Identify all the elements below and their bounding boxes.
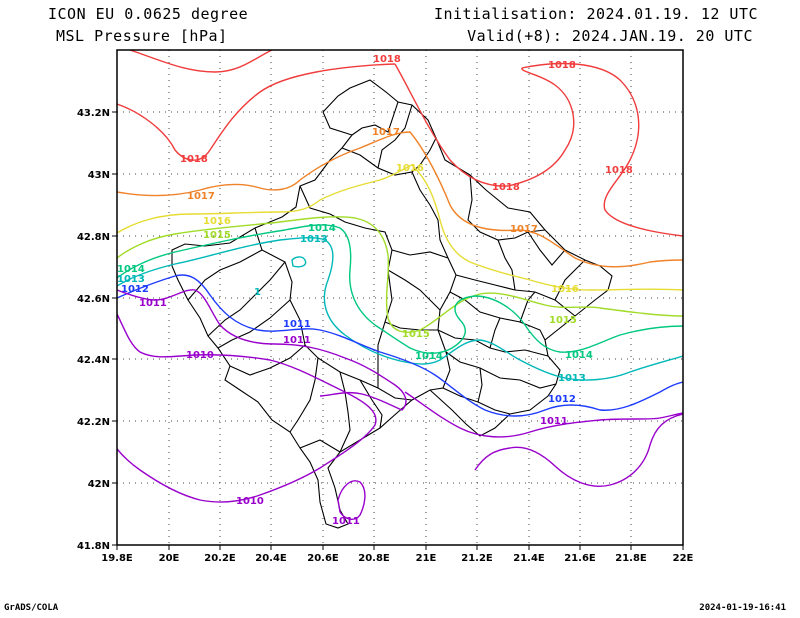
y-tick-label: 42.2N [77,417,110,428]
y-tick-label: 41.8N [77,541,110,552]
footer-timestamp: 2024-01-19-16:41 [699,603,786,613]
y-tick-label: 43.2N [77,108,110,119]
label-1015: 1015 [203,230,231,241]
x-tick-label: 20.8E [358,553,390,564]
contour-labels: 1018 1018 1018 1018 1018 1017 1017 1017 … [117,54,633,527]
label-1013: 1013 [117,274,145,285]
label-1015: 1015 [402,329,430,340]
y-tick-label: 42.4N [77,355,110,366]
isobar-1012 [117,274,683,417]
x-tick-label: 19.8E [101,553,133,564]
label-1011: 1011 [283,319,311,330]
outer-border [171,79,613,529]
field-title: MSL Pressure [hPa] [56,27,228,45]
label-1015: 1015 [549,315,577,326]
x-tick-label: 20.4E [255,553,287,564]
label-1012: 1012 [548,394,576,405]
label-1017: 1017 [187,191,215,202]
isobar-1016 [117,164,683,291]
model-title: ICON EU 0.0625 degree [48,5,249,23]
label-1017: 1017 [372,127,400,138]
label-1018: 1018 [548,60,576,71]
label-1017: 1017 [510,224,538,235]
x-tick-label: 21.4E [513,553,545,564]
y-tick-label: 43N [88,170,110,181]
isobar-1018 [117,50,683,237]
y-tick-label: 42N [88,479,110,490]
label-1011: 1011 [332,516,360,527]
label-1010: 1010 [186,350,214,361]
isobar-1015 [117,216,683,333]
y-axis-labels: 43.2N 43N 42.8N 42.6N 42.4N 42.2N 42N 41… [77,108,110,552]
x-axis-labels: 19.8E 20E 20.2E 20.4E 20.6E 20.8E 21E 21… [101,553,693,564]
label-1011: 1011 [540,416,568,427]
label-1013: 1013 [300,234,328,245]
label-1013: 1013 [558,373,586,384]
valid-time: Valid(+8): 2024.JAN.19. 20 UTC [467,27,753,45]
label-1016: 1016 [203,216,231,227]
label-1016: 1016 [396,163,424,174]
tick-marks [112,111,684,550]
x-tick-label: 20.6E [307,553,339,564]
y-tick-label: 42.6N [77,294,110,305]
x-tick-label: 21.2E [461,553,493,564]
isobar-1011 [117,289,683,520]
x-tick-label: 20.2E [204,553,236,564]
isobar-1010 [117,313,683,503]
isobar-1017 [117,131,683,268]
init-time: Initialisation: 2024.01.19. 12 UTC [433,5,758,23]
label-1018: 1018 [605,165,633,176]
y-tick-label: 42.8N [77,232,110,243]
footer-left: GrADS/COLA [4,603,59,613]
label-1010: 1010 [236,496,264,507]
x-tick-label: 22E [673,553,694,564]
label-1018: 1018 [492,182,520,193]
label-1018: 1018 [180,154,208,165]
isobar-1013 [117,237,683,381]
label-1016: 1016 [551,284,579,295]
label-1014: 1014 [117,264,145,275]
x-tick-label: 21.8E [615,553,647,564]
x-tick-label: 20E [159,553,180,564]
x-tick-label: 21E [416,553,437,564]
label-1012: 1012 [121,284,149,295]
label-1011: 1011 [139,298,167,309]
label-1014: 1014 [308,223,336,234]
label-1014: 1014 [415,351,443,362]
borders [171,79,613,529]
isobar-1014 [117,224,683,354]
label-1018: 1018 [373,54,401,65]
x-tick-label: 21.6E [564,553,596,564]
label-1011: 1011 [283,335,311,346]
label-1013-partial: 1 [254,287,261,298]
label-1014: 1014 [565,350,593,361]
